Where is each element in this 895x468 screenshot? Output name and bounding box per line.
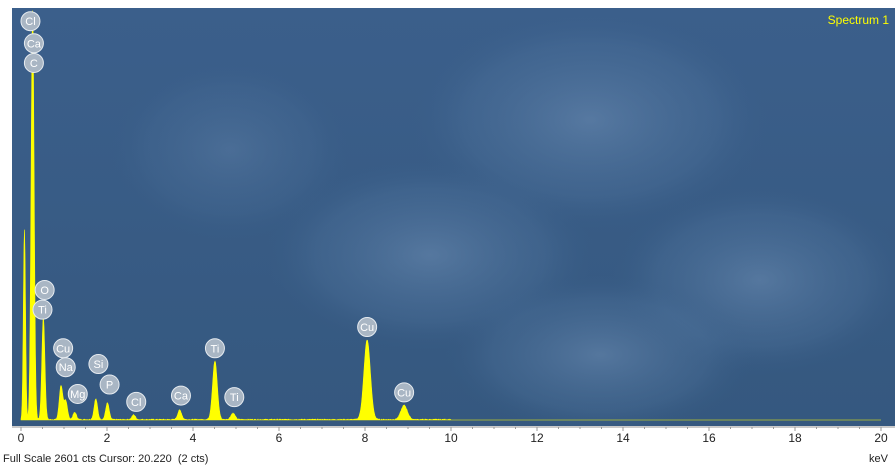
element-label-text: Cl — [131, 397, 141, 409]
element-label-text: Ti — [211, 343, 220, 355]
element-label: Ca — [23, 33, 44, 54]
element-label-text: Cu — [397, 387, 411, 399]
element-label: Cu — [53, 338, 74, 359]
x-tick-label: 2 — [104, 431, 111, 445]
element-label-marker — [67, 383, 88, 404]
background-texture — [110, 10, 895, 426]
element-label-text: Mg — [70, 389, 85, 401]
status-text: Full Scale 2601 cts Cursor: 20.220 (2 ct… — [3, 453, 208, 465]
element-label: Ca — [170, 385, 191, 406]
element-label-text: Ca — [27, 38, 42, 50]
element-label-marker — [55, 357, 76, 378]
element-label-marker — [394, 382, 415, 403]
element-label-text: Ca — [174, 391, 189, 403]
x-axis-ticks — [20, 427, 882, 431]
element-label: P — [99, 374, 120, 395]
element-label-marker — [357, 316, 378, 337]
element-label-marker — [170, 385, 191, 406]
x-tick-label: 14 — [616, 431, 630, 445]
x-tick-label: 10 — [444, 431, 458, 445]
x-tick-label: 8 — [362, 431, 369, 445]
element-label: Ti — [204, 338, 225, 359]
element-label-marker — [23, 33, 44, 54]
spectrum-title: Spectrum 1 — [828, 13, 890, 27]
element-label: Cl — [20, 11, 41, 32]
element-label-text: P — [106, 380, 113, 392]
x-tick-label: 0 — [18, 431, 25, 445]
element-label-marker — [23, 52, 44, 73]
element-label-text: C — [30, 58, 38, 70]
element-label: Mg — [67, 383, 88, 404]
element-labels: Cl Ca C O Ti Cu Na Mg SiP Cl Ca Ti Ti Cu Cu — [20, 11, 415, 412]
element-label-marker — [204, 338, 225, 359]
x-tick-label: 20 — [874, 431, 888, 445]
element-label-marker — [88, 354, 109, 375]
element-label-text: Ti — [230, 392, 239, 404]
element-label-text: Cl — [25, 16, 35, 28]
element-label-marker — [224, 387, 245, 408]
x-tick-label: 16 — [702, 431, 716, 445]
element-label: Ti — [224, 387, 245, 408]
element-label: C — [23, 52, 44, 73]
element-label: Ti — [32, 299, 53, 320]
element-label: Na — [55, 357, 76, 378]
x-tick-label: 6 — [276, 431, 283, 445]
x-tick-label: 12 — [530, 431, 544, 445]
element-label-text: Na — [59, 362, 74, 374]
x-tick-label: 18 — [788, 431, 802, 445]
element-label: Cl — [126, 391, 147, 412]
element-label: Cu — [357, 316, 378, 337]
element-label-text: Ti — [38, 305, 47, 317]
x-axis-unit-label: keV — [869, 453, 889, 465]
element-label-marker — [32, 299, 53, 320]
element-label: Cu — [394, 382, 415, 403]
element-label: Si — [88, 354, 109, 375]
x-axis-tick-labels: 0 2 4 6 8 10 12 14 16 18 20 — [18, 431, 888, 445]
element-label: O — [34, 279, 55, 300]
element-label-marker — [34, 279, 55, 300]
element-label-marker — [20, 11, 41, 32]
element-label-text: O — [40, 285, 49, 297]
x-tick-label: 4 — [190, 431, 197, 445]
element-label-marker — [126, 391, 147, 412]
element-label-text: Cu — [56, 343, 70, 355]
element-label-text: Cu — [360, 322, 374, 334]
element-label-marker — [99, 374, 120, 395]
status-bar-background — [0, 446, 895, 468]
element-label-text: Si — [94, 359, 104, 371]
spectrum-area — [20, 10, 881, 421]
